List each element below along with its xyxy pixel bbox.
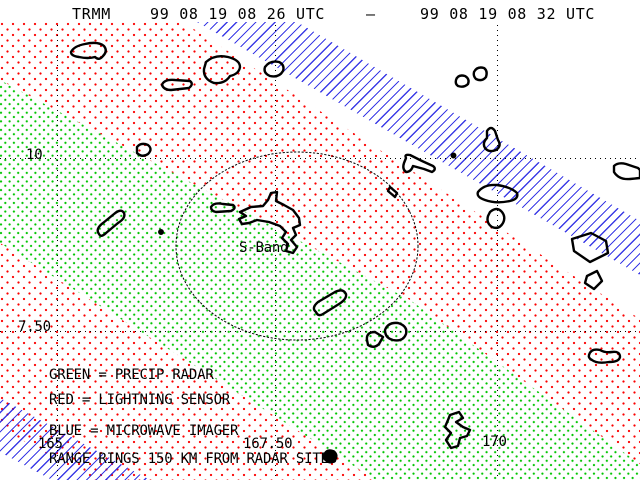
- island-outline: [312, 289, 348, 317]
- island-outline: [263, 60, 285, 78]
- gridline-lon-165: [57, 25, 58, 480]
- gridline-lon-170: [497, 25, 498, 480]
- island-outline: [383, 321, 408, 342]
- legend-microwave-imager: BLUE = MICROWAVE IMAGER: [49, 423, 239, 439]
- island-outline: [209, 202, 236, 214]
- lon-label-170: 170: [482, 434, 507, 450]
- title-separator: —: [366, 5, 376, 23]
- island-outline: [202, 54, 242, 85]
- islet-dot: [450, 152, 457, 159]
- island-outline: [612, 162, 640, 181]
- island-outline: [476, 183, 519, 204]
- island-outline: [454, 74, 470, 88]
- island-outline: [135, 142, 152, 157]
- lat-label-7-50: 7.50: [18, 319, 51, 335]
- gridline-lat-7-50: [0, 331, 638, 332]
- island-outline: [365, 330, 385, 348]
- island-outline: [160, 78, 193, 92]
- island-outline: [402, 153, 436, 174]
- island-outline: [486, 207, 506, 230]
- island-outline: [386, 185, 399, 199]
- island-outline-main-atoll: [237, 190, 302, 255]
- title-start-time: 99 08 19 08 26 UTC: [150, 5, 326, 23]
- lat-label-10: 10: [26, 147, 43, 163]
- gridline-lat-10: [0, 158, 638, 159]
- island-outline: [482, 126, 501, 153]
- island-outline: [96, 209, 126, 237]
- legend-precip-radar: GREEN = PRECIP RADAR: [49, 367, 214, 383]
- island-outline: [69, 41, 107, 60]
- gridline-lon-167-50: [275, 25, 276, 480]
- legend-range-rings: RANGE RINGS 150 KM FROM RADAR SITES: [49, 451, 338, 467]
- lon-label-167-50: 167.50: [243, 436, 293, 452]
- legend-lightning-sensor: RED = LIGHTNING SENSOR: [49, 392, 231, 408]
- islet-dot: [158, 229, 164, 235]
- radar-range-ring: [175, 151, 419, 341]
- island-outline: [443, 410, 472, 450]
- lon-label-165: 165: [38, 436, 63, 452]
- islet-blob: [321, 449, 338, 464]
- island-outline: [570, 231, 610, 264]
- island-outline: [472, 66, 488, 82]
- title-end-time: 99 08 19 08 32 UTC: [420, 5, 596, 23]
- radar-site-label: S-Band: [239, 240, 289, 256]
- island-outline: [587, 348, 622, 364]
- title-mission: TRMM: [72, 5, 111, 23]
- island-outline: [583, 269, 604, 291]
